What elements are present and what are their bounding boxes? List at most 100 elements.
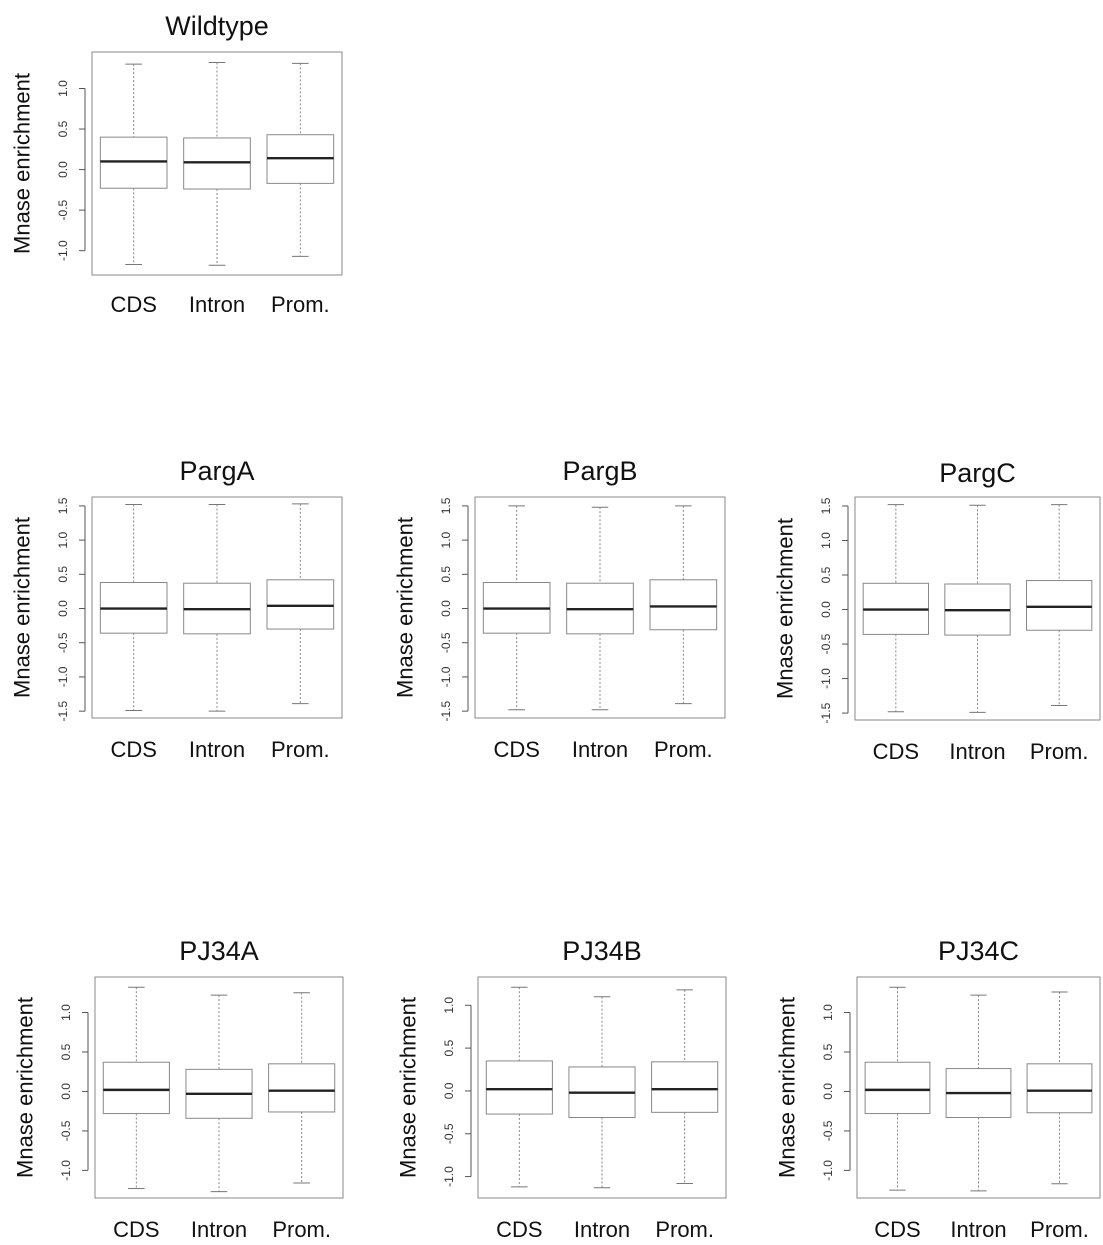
y-tick-label: 1.5 (439, 497, 453, 514)
y-tick-label: 0.0 (56, 161, 70, 178)
y-axis-label: Mnase enrichment (10, 517, 35, 698)
box-prom (651, 989, 719, 1184)
x-tick-label: CDS (873, 739, 919, 764)
y-tick-label: 0.5 (56, 120, 70, 137)
plot-frame (94, 976, 344, 1199)
y-tick-label: 0.0 (819, 601, 833, 618)
y-axis-label: Mnase enrichment (773, 518, 798, 699)
panel-title: PargA (179, 456, 254, 486)
iqr-box (1026, 1063, 1093, 1114)
x-tick-label: CDS (110, 292, 156, 317)
y-axis-label: Mnase enrichment (393, 517, 418, 698)
box-intron (944, 504, 1011, 713)
y-tick-label: 0.5 (442, 1039, 456, 1056)
plot-frame (854, 496, 1101, 721)
y-tick-label: -0.5 (442, 1123, 456, 1144)
x-tick-label: CDS (874, 1217, 920, 1242)
panel-title: PJ34B (562, 936, 642, 966)
box-prom (266, 62, 335, 257)
iqr-box (266, 579, 335, 630)
y-tick-label: 1.0 (59, 1004, 73, 1021)
plot-frame (91, 496, 343, 719)
x-tick-label: Prom. (1030, 1217, 1089, 1242)
iqr-box (485, 1060, 553, 1115)
y-tick-label: 0.5 (59, 1043, 73, 1060)
panel-7: PJ34C -1.0 -0.5 0.0 0.5 1.0 Mnase enrichment CD… (775, 936, 1101, 1242)
y-tick-label: -1.0 (56, 666, 70, 687)
plot-frame (856, 976, 1101, 1199)
box-intron (183, 504, 251, 712)
iqr-box (651, 1061, 719, 1113)
y-tick-label: -1.0 (442, 1166, 456, 1187)
y-tick-label: -0.5 (819, 633, 833, 654)
panel-title: PJ34A (179, 936, 259, 966)
y-tick-label: -1.0 (819, 668, 833, 689)
panel-4: PargC -1.5 -1.0 -0.5 0.0 0.5 1.0 1.5 Mnase enric… (773, 458, 1101, 764)
y-tick-label: 0.0 (439, 600, 453, 617)
x-tick-label: CDS (110, 737, 156, 762)
y-axis-label: Mnase enrichment (13, 997, 38, 1178)
box-intron (945, 994, 1012, 1192)
x-tick-label: CDS (113, 1217, 159, 1242)
box-cds (862, 504, 930, 713)
y-tick-label: 1.0 (821, 1004, 835, 1021)
y-tick-label: 1.0 (56, 80, 70, 97)
box-cds (482, 505, 551, 711)
y-axis-label: Mnase enrichment (10, 73, 35, 254)
y-tick-label: -1.0 (59, 1160, 73, 1181)
box-cds (99, 63, 168, 265)
iqr-box (649, 579, 718, 631)
panel-5: PJ34A -1.0 -0.5 0.0 0.5 1.0 Mnase enrichment CD… (13, 936, 344, 1242)
y-tick-label: 0.0 (442, 1082, 456, 1099)
x-tick-label: Prom. (1030, 739, 1089, 764)
x-tick-label: Intron (950, 1217, 1006, 1242)
y-tick-label: 0.0 (56, 600, 70, 617)
panel-title: PargB (562, 456, 637, 486)
x-tick-label: Intron (189, 292, 245, 317)
x-tick-label: Intron (572, 737, 628, 762)
panel-title: PargC (939, 458, 1016, 488)
y-tick-label: -1.0 (821, 1160, 835, 1181)
y-tick-label: 0.0 (821, 1083, 835, 1100)
box-cds (864, 986, 931, 1191)
y-tick-label: -0.5 (821, 1120, 835, 1141)
panel-1: Wildtype -1.0 -0.5 0.0 0.5 1.0 Mnase enrichmen… (10, 11, 343, 317)
y-tick-label: -1.5 (439, 700, 453, 721)
x-tick-label: Intron (189, 737, 245, 762)
plot-frame (91, 51, 343, 276)
x-tick-label: Intron (949, 739, 1005, 764)
box-prom (649, 505, 718, 705)
y-tick-label: -0.5 (56, 199, 70, 220)
y-tick-label: -0.5 (439, 632, 453, 653)
x-tick-label: Prom. (654, 737, 713, 762)
plot-frame (474, 496, 726, 719)
y-tick-label: 0.5 (439, 566, 453, 583)
iqr-box (99, 136, 168, 189)
y-tick-label: -0.5 (59, 1120, 73, 1141)
y-tick-label: -1.0 (439, 666, 453, 687)
iqr-box (102, 1061, 170, 1115)
y-tick-label: -1.5 (819, 702, 833, 723)
box-cds (102, 986, 170, 1190)
x-tick-label: Prom. (655, 1217, 714, 1242)
iqr-box (1026, 580, 1093, 631)
y-tick-label: 1.0 (442, 997, 456, 1014)
box-prom (268, 992, 336, 1184)
iqr-box (268, 1063, 336, 1113)
box-intron (568, 996, 636, 1189)
box-cds (485, 986, 553, 1188)
box-cds (99, 504, 168, 711)
x-tick-label: Prom. (271, 292, 330, 317)
box-intron (185, 994, 253, 1193)
y-tick-label: 0.0 (59, 1083, 73, 1100)
x-tick-label: Intron (191, 1217, 247, 1242)
y-tick-label: 1.0 (819, 532, 833, 549)
panel-3: PargB -1.5 -1.0 -0.5 0.0 0.5 1.0 1.5 Mnase enric… (393, 456, 726, 762)
iqr-box (864, 1061, 931, 1115)
y-tick-label: 1.5 (819, 497, 833, 514)
iqr-box (183, 137, 251, 190)
x-tick-label: Prom. (271, 737, 330, 762)
x-tick-label: CDS (493, 737, 539, 762)
box-intron (183, 62, 251, 266)
y-tick-label: -1.0 (56, 240, 70, 261)
